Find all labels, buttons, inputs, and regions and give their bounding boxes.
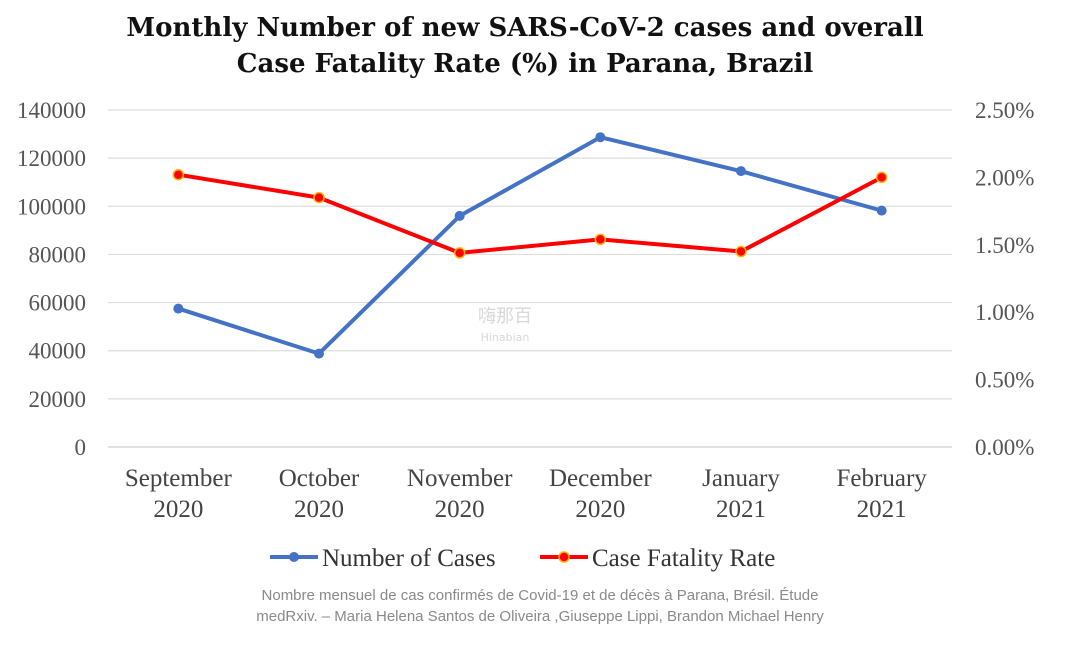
right-tick-label: 1.50% xyxy=(975,233,1034,258)
legend-marker-cfr xyxy=(558,551,570,563)
watermark: 嗨那百 Hinabian xyxy=(478,306,532,344)
right-axis: 0.00% 0.50% 1.00% 1.50% 2.00% 2.50% xyxy=(975,98,1034,460)
right-tick-label: 2.50% xyxy=(975,98,1034,123)
left-tick-label: 60000 xyxy=(29,291,87,316)
watermark-text: 嗨那百 xyxy=(478,306,532,327)
left-tick-label: 0 xyxy=(75,435,87,460)
legend: Number of Cases Case Fatality Rate xyxy=(270,545,775,572)
figure-caption: Nombre mensuel de cas confirmés de Covid… xyxy=(140,585,940,627)
category-label: December 2020 xyxy=(549,465,652,523)
legend-item-cases: Number of Cases xyxy=(270,545,496,572)
category-label: October 2020 xyxy=(279,465,360,523)
data-point-cases xyxy=(876,205,887,216)
legend-item-cfr: Case Fatality Rate xyxy=(540,545,775,572)
data-point-cases xyxy=(314,348,324,359)
series-line-cfr xyxy=(176,172,884,255)
data-point-cfr xyxy=(875,171,888,184)
data-point-cfr xyxy=(735,245,747,258)
category-label: February 2021 xyxy=(837,465,928,523)
data-point-cfr xyxy=(453,247,466,259)
right-tick-label: 2.00% xyxy=(975,165,1034,190)
left-tick-label: 20000 xyxy=(29,387,87,412)
chart-title-line-2: Case Fatality Rate (%) in Parana, Brazil xyxy=(237,49,814,79)
series-line-cases xyxy=(176,135,884,356)
caption-line-1: Nombre mensuel de cas confirmés de Covid… xyxy=(261,587,819,604)
legend-label-cfr: Case Fatality Rate xyxy=(592,545,775,572)
left-tick-label: 120000 xyxy=(17,146,86,171)
data-point-cases xyxy=(736,166,746,177)
category-label: September 2020 xyxy=(125,465,233,523)
watermark-subtext: Hinabian xyxy=(481,331,530,344)
legend-label-cases: Number of Cases xyxy=(322,545,496,572)
right-tick-label: 0.00% xyxy=(975,435,1034,460)
gridlines xyxy=(108,109,952,448)
data-point-cfr xyxy=(172,168,185,181)
category-label: January 2021 xyxy=(702,465,780,523)
left-tick-label: 40000 xyxy=(29,339,87,364)
right-tick-label: 0.50% xyxy=(975,368,1034,393)
data-point-cfr xyxy=(594,233,607,246)
right-tick-label: 1.00% xyxy=(975,300,1034,325)
left-tick-label: 80000 xyxy=(29,242,87,267)
category-label: November 2020 xyxy=(407,465,513,523)
series xyxy=(172,132,888,359)
data-point-cases xyxy=(173,303,184,314)
left-axis: 0 20000 40000 60000 80000 100000 120000 140000 xyxy=(17,98,86,460)
legend-marker-cases xyxy=(289,552,299,562)
chart-title-line-1: Monthly Number of new SARS-CoV-2 cases a… xyxy=(126,13,923,43)
data-point-cfr xyxy=(313,191,325,204)
left-tick-label: 140000 xyxy=(17,98,86,123)
left-tick-label: 100000 xyxy=(17,194,86,219)
data-point-cases xyxy=(595,132,606,143)
data-point-cases xyxy=(454,210,465,221)
x-axis: September 2020 October 2020 November 2020 Dece… xyxy=(125,465,927,523)
caption-line-2: medRxiv. – Maria Helena Santos de Olivei… xyxy=(256,608,824,625)
